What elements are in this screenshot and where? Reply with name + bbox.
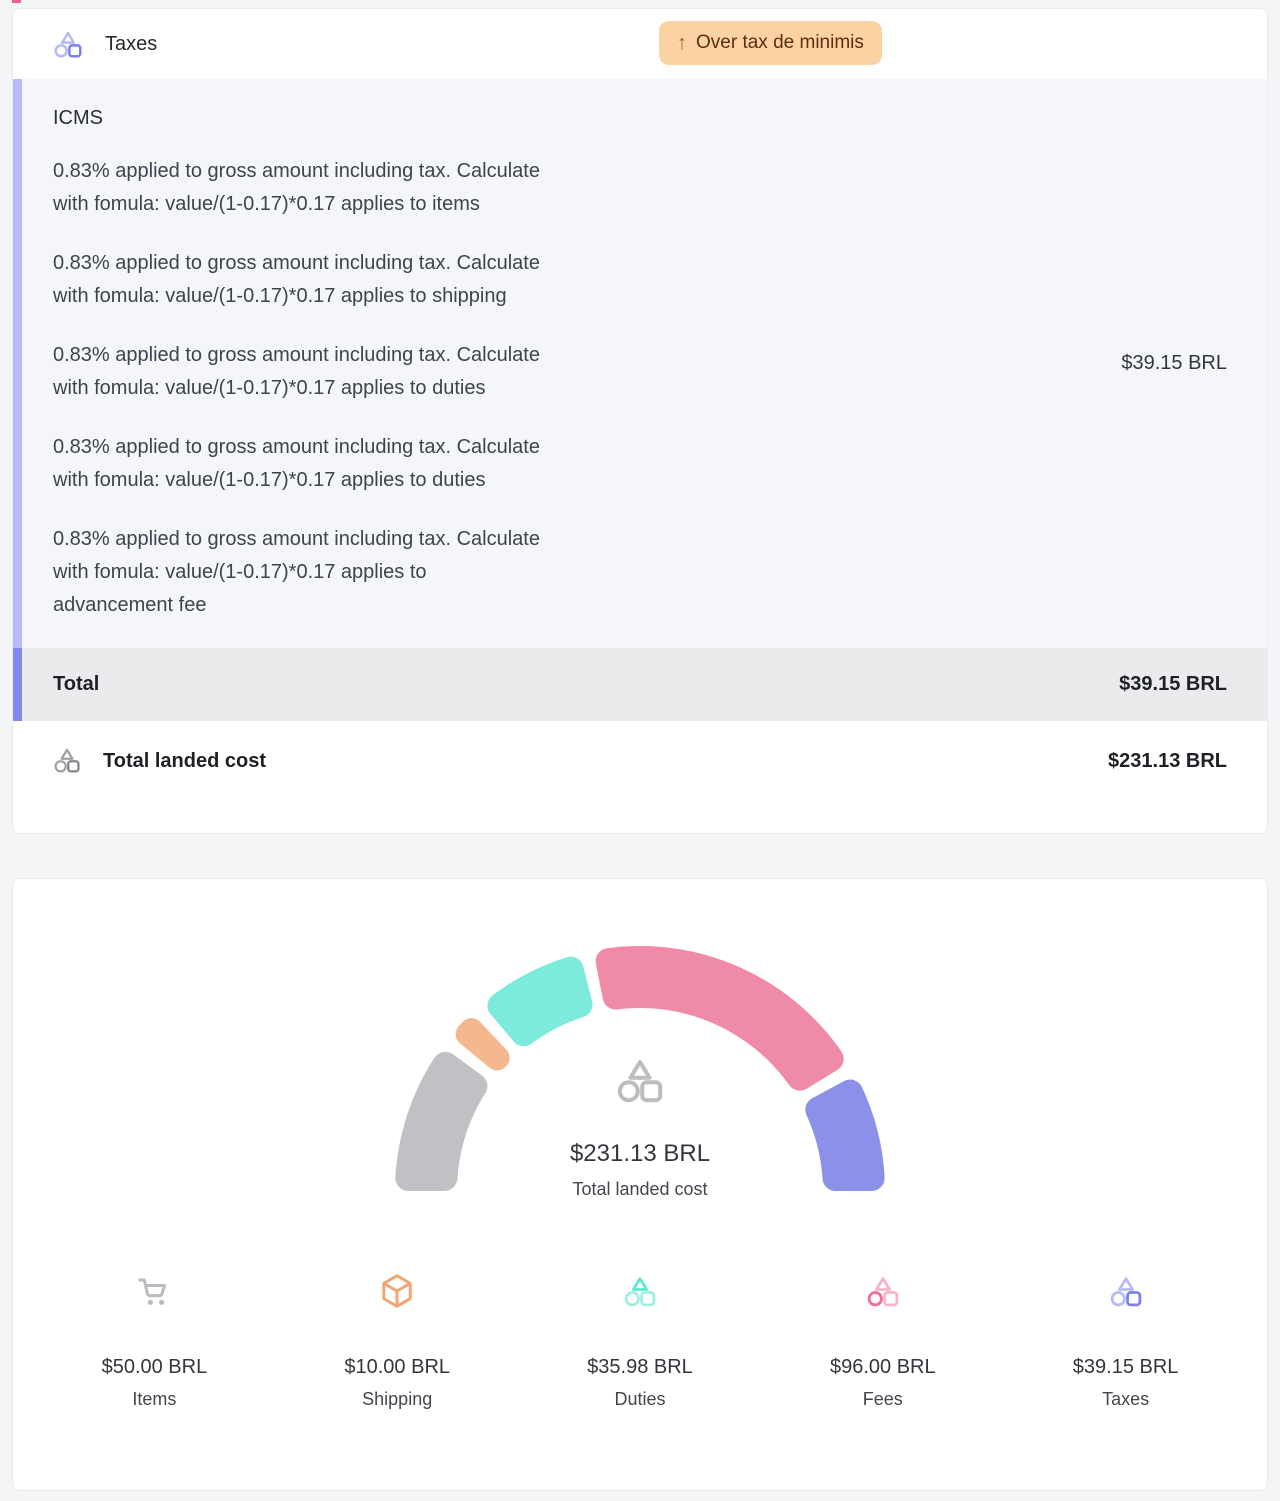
legend-label: Duties [614,1389,666,1409]
icms-rule: 0.83% applied to gross amount including … [53,528,540,616]
legend-value: $39.15 BRL [1072,1356,1179,1378]
icms-rule: 0.83% applied to gross amount including … [53,252,540,307]
icms-description-column: ICMS 0.83% applied to gross amount inclu… [53,105,613,622]
gauge-center: $231.13 BRL Total landed cost [13,1057,1267,1201]
chart-legend: $50.00 BRL Items $10.00 BRL Shipping [13,1269,1267,1409]
gauge-segment-shipping [455,1018,510,1071]
legend-label: Taxes [1102,1389,1150,1409]
icms-rule: 0.83% applied to gross amount including … [53,160,540,215]
legend-item-duties: $35.98 BRL Duties [519,1269,762,1409]
gauge-total-amount: $231.13 BRL [569,1140,711,1167]
cart-icon [138,1278,167,1305]
legend-value: $50.00 BRL [101,1356,208,1378]
gauge-chart: $231.13 BRL Total landed cost [13,879,1267,1214]
top-accent-sliver [12,0,21,3]
gauge-segment-taxes [805,1079,885,1191]
landed-cost-amount: $231.13 BRL [1108,750,1227,772]
section-title: Taxes [105,32,158,55]
legend-label: Items [132,1389,177,1409]
landed-cost-chart-card: $231.13 BRL Total landed cost $50.00 BRL… [12,878,1268,1491]
legend-value: $35.98 BRL [587,1356,693,1378]
gauge-segment-fees [595,945,844,1091]
total-label: Total [53,673,100,695]
landed-cost-shapes-icon [53,747,81,773]
package-icon [382,1274,412,1308]
gauge-segment-duties [487,956,593,1047]
legend-label: Shipping [362,1389,433,1409]
section-accent-bar [13,79,22,648]
taxes-header-row[interactable]: Taxes ↑ Over tax de minimis [13,9,1267,79]
taxes-card: Taxes ↑ Over tax de minimis ICMS 0.83% a… [12,8,1268,834]
status-badge: ↑ Over tax de minimis [659,21,882,65]
landed-cost-label: Total landed cost [103,750,266,772]
total-landed-cost-row: Total landed cost $231.13 BRL [13,721,1267,833]
legend-item-fees: $96.00 BRL Fees [761,1269,1004,1409]
total-amount: $39.15 BRL [1119,673,1227,695]
icms-section: ICMS 0.83% applied to gross amount inclu… [13,79,1267,648]
legend-item-taxes: $39.15 BRL Taxes [1004,1269,1247,1409]
status-badge-label: Over tax de minimis [696,32,864,53]
shapes-triangle-icon [624,1277,656,1307]
legend-item-shipping: $10.00 BRL Shipping [276,1269,519,1409]
shapes-square-icon [1110,1277,1141,1307]
legend-item-items: $50.00 BRL Items [33,1269,276,1409]
icms-rule: 0.83% applied to gross amount including … [53,436,540,491]
icms-rule: 0.83% applied to gross amount including … [53,344,540,399]
taxes-total-row: Total $39.15 BRL [13,648,1267,721]
gauge-segment-items [395,1051,488,1191]
total-accent-bar [13,648,22,721]
legend-value: $10.00 BRL [344,1356,451,1378]
arrow-up-icon: ↑ [677,31,687,54]
shapes-circle-icon [867,1277,899,1307]
legend-value: $96.00 BRL [829,1356,936,1378]
gauge-total-label: Total landed cost [572,1179,708,1199]
icms-heading: ICMS [53,107,103,129]
landed-cost-shapes-icon [615,1057,665,1103]
legend-label: Fees [862,1389,903,1409]
icms-amount: $39.15 BRL [1121,352,1227,374]
gauge-arc-svg [395,945,885,1191]
taxes-shapes-icon [53,30,83,58]
